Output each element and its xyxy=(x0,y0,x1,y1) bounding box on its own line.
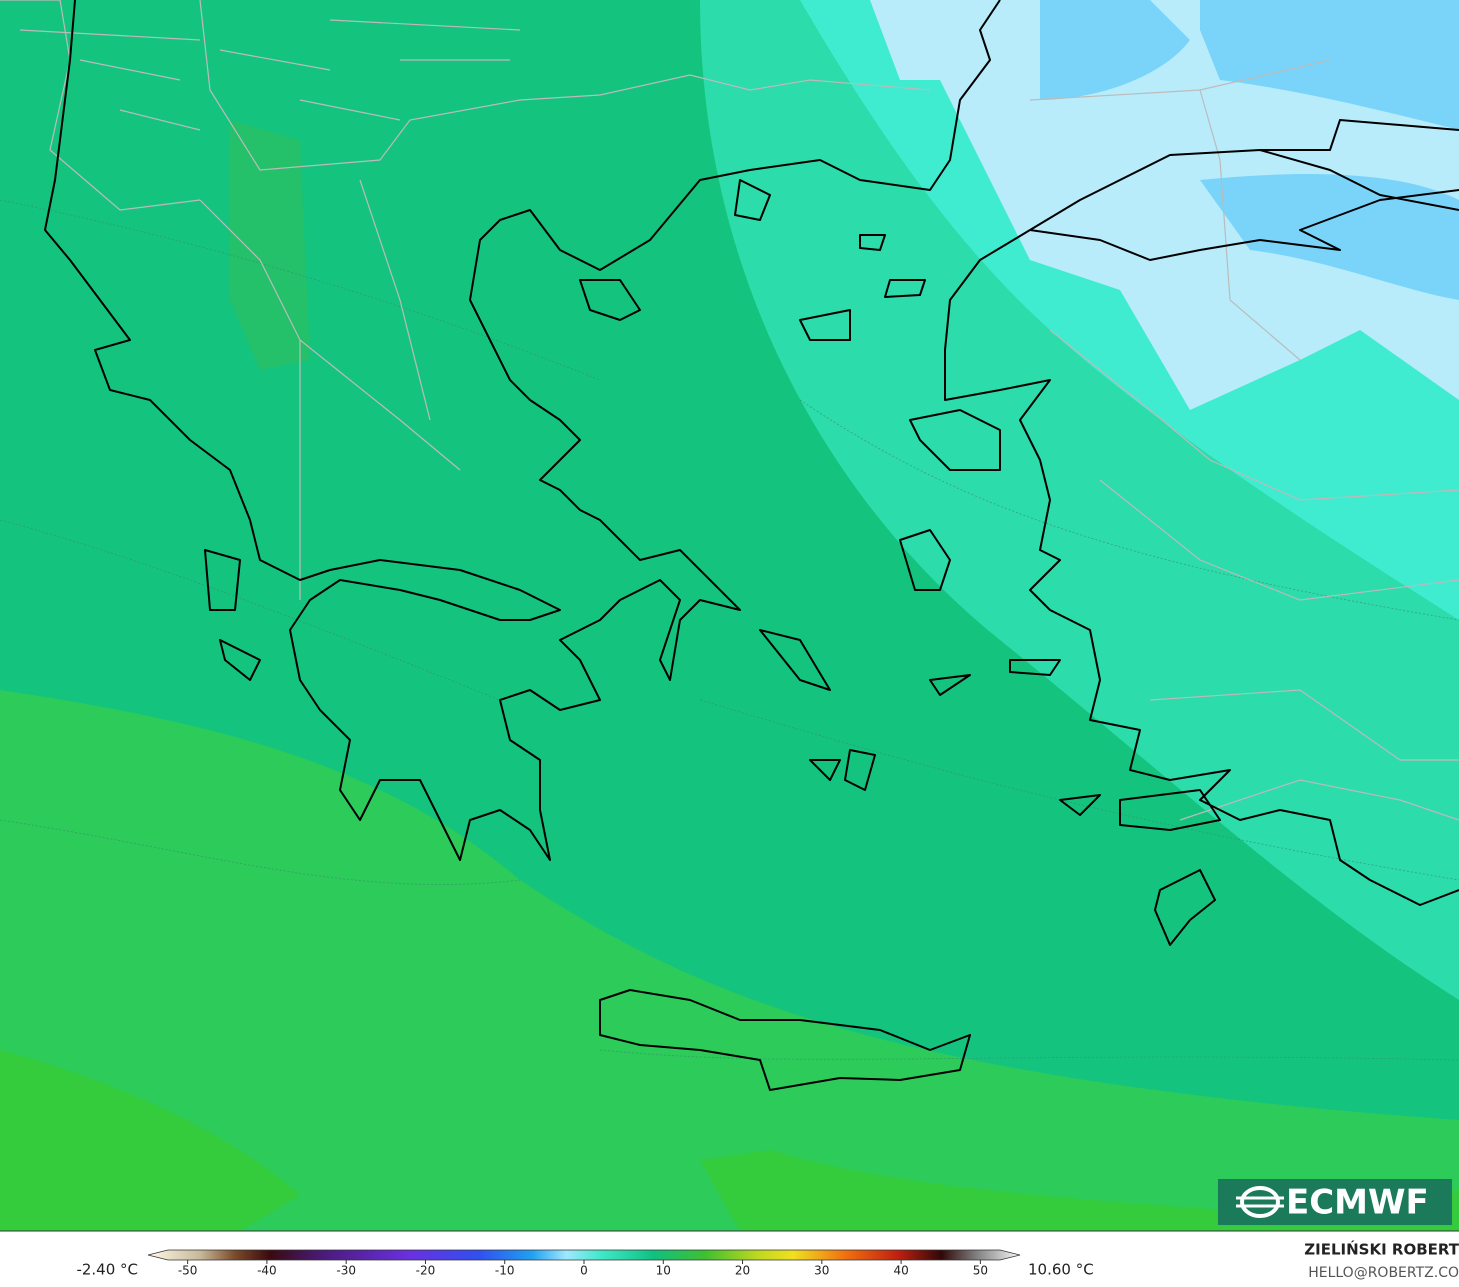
colorbar-tick-label: 50 xyxy=(973,1264,988,1278)
border xyxy=(49,0,1459,821)
map: ECMWF xyxy=(0,0,1459,1231)
max-label: 10.60 °C xyxy=(1028,1261,1094,1279)
island xyxy=(204,179,1221,946)
logo-text: ECMWF xyxy=(1286,1183,1429,1223)
colorbar-tick-label: 30 xyxy=(814,1264,829,1278)
coastline xyxy=(944,149,1459,906)
colorbar-tick-label: -50 xyxy=(178,1264,198,1278)
colorbar: -2.40 °C 10.60 °C ZIELIŃSKI ROBERT HELLO… xyxy=(76,1240,1459,1282)
temperature-zone xyxy=(870,0,1459,410)
contour-line xyxy=(0,199,1459,1061)
temperature-zone xyxy=(0,690,1459,1231)
temperature-zone xyxy=(0,1050,300,1231)
colorbar-tick-label: -40 xyxy=(257,1264,277,1278)
colorbar-tick-label: -10 xyxy=(495,1264,515,1278)
colorbar-tick-label: 0 xyxy=(580,1264,588,1278)
coastline xyxy=(1029,119,1459,261)
temperature-zone xyxy=(230,120,310,370)
author: ZIELIŃSKI ROBERT xyxy=(1304,1240,1459,1259)
colorbar-tick-label: 40 xyxy=(893,1264,908,1278)
logo-icon xyxy=(1236,1186,1284,1218)
contact: HELLO@ROBERTZ.CO xyxy=(1308,1265,1459,1281)
temperature-zone xyxy=(1040,0,1459,300)
min-label: -2.40 °C xyxy=(76,1261,138,1279)
colorbar-bar xyxy=(147,1249,1021,1261)
colorbar-tick-label: -30 xyxy=(336,1264,356,1278)
island xyxy=(599,989,971,1091)
coastline xyxy=(44,0,1001,861)
colorbar-tick-label: -20 xyxy=(416,1264,436,1278)
border xyxy=(0,0,521,131)
colorbar-tick-label: 20 xyxy=(735,1264,750,1278)
colorbar-tick-label: 10 xyxy=(656,1264,671,1278)
